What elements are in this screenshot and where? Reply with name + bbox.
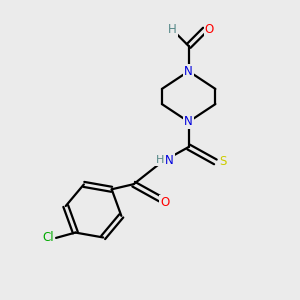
Text: O: O <box>205 23 214 36</box>
Text: N: N <box>184 115 193 128</box>
Text: H: H <box>156 155 165 165</box>
Text: O: O <box>160 196 170 208</box>
Text: H: H <box>168 23 177 36</box>
Text: N: N <box>184 65 193 78</box>
Text: Cl: Cl <box>42 231 53 244</box>
Text: S: S <box>219 155 226 168</box>
Text: N: N <box>165 154 174 167</box>
